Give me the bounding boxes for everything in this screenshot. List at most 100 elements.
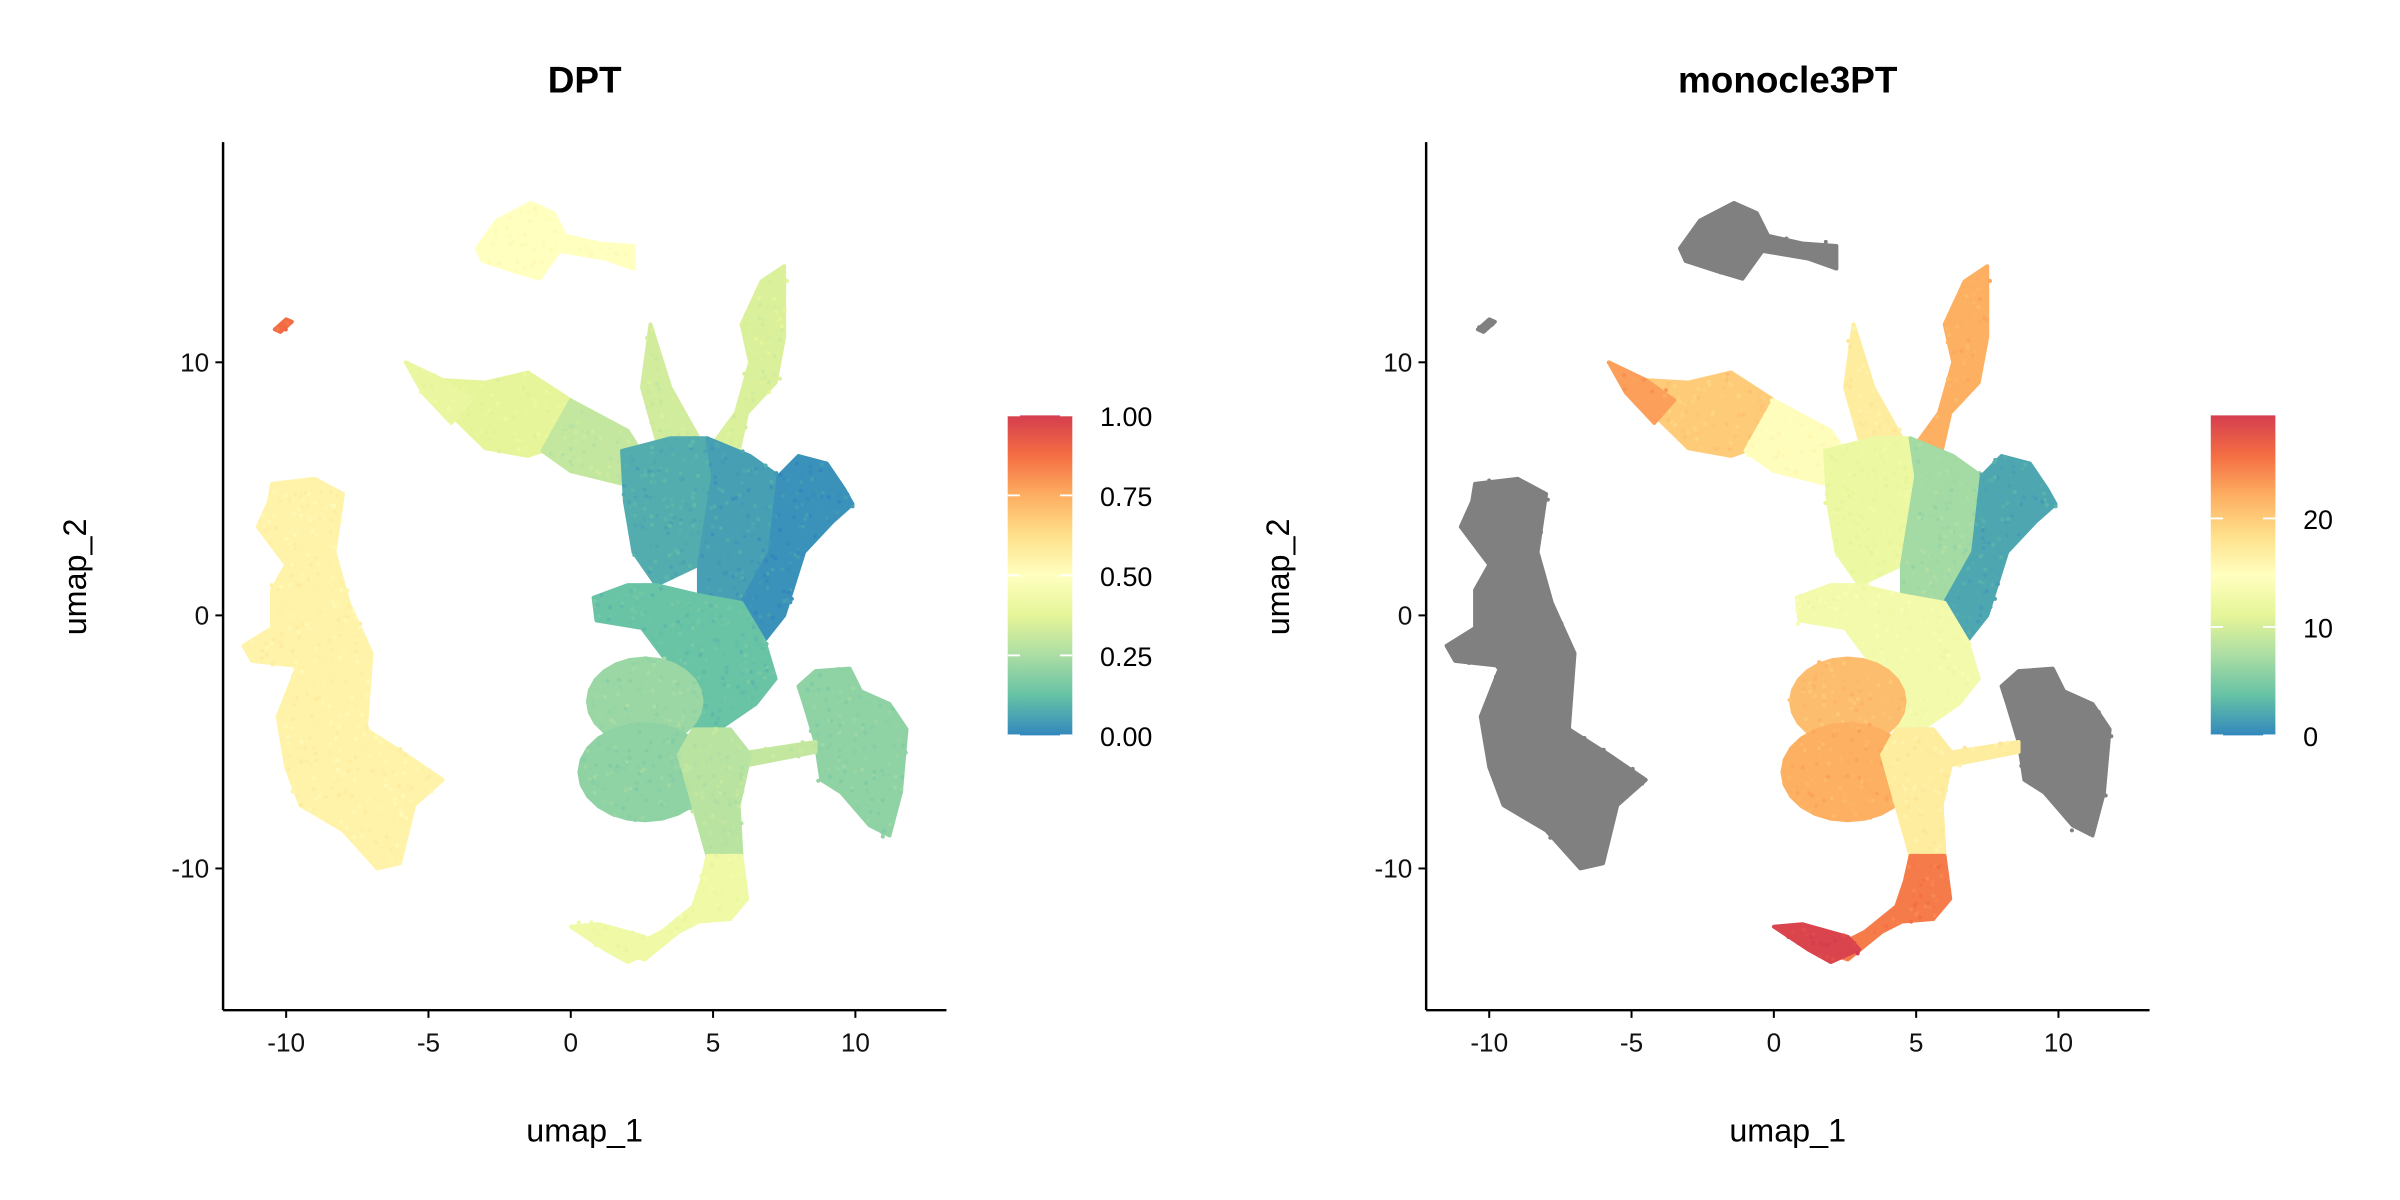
cell-point bbox=[1498, 702, 1503, 707]
x-tick-label: 10 bbox=[2044, 1028, 2073, 1058]
cell-point bbox=[1905, 576, 1910, 581]
cell-point bbox=[331, 652, 336, 657]
cell-point bbox=[737, 745, 742, 750]
cell-point bbox=[723, 695, 728, 700]
cell-point bbox=[1593, 834, 1598, 839]
cell-point bbox=[1865, 545, 1870, 550]
cell-point bbox=[1966, 566, 1971, 571]
cell-point bbox=[1869, 930, 1874, 935]
cell-point bbox=[587, 776, 592, 781]
cell-point bbox=[293, 546, 298, 551]
cell-point bbox=[1998, 550, 2003, 555]
cell-point bbox=[291, 542, 296, 547]
x-tick-label: -5 bbox=[417, 1028, 440, 1058]
cell-point bbox=[779, 607, 784, 612]
cell-point bbox=[1844, 387, 1849, 392]
cell-point bbox=[772, 296, 777, 301]
cell-point bbox=[2086, 757, 2091, 762]
cell-point bbox=[1496, 771, 1501, 776]
cell-point bbox=[343, 608, 348, 613]
panel-title: DPT bbox=[548, 59, 622, 100]
cell-point bbox=[1822, 798, 1827, 803]
cell-point bbox=[1520, 486, 1525, 491]
cell-point bbox=[1917, 442, 1922, 447]
cell-point bbox=[653, 559, 658, 564]
cell-point bbox=[1552, 657, 1557, 662]
cell-point bbox=[1539, 589, 1544, 594]
cell-point bbox=[1956, 595, 1961, 600]
cell-point bbox=[1904, 560, 1909, 565]
cell-point bbox=[626, 500, 631, 505]
cell-point bbox=[684, 503, 689, 508]
cell-point bbox=[748, 534, 753, 539]
cell-point bbox=[269, 641, 274, 646]
cell-point bbox=[824, 728, 829, 733]
cell-point bbox=[345, 588, 350, 593]
cell-point bbox=[647, 469, 652, 474]
cell-point bbox=[1851, 501, 1856, 506]
cell-point bbox=[1781, 453, 1786, 458]
cell-point bbox=[735, 836, 740, 841]
cell-point bbox=[1872, 430, 1877, 435]
cell-point bbox=[306, 686, 311, 691]
cell-point bbox=[678, 477, 683, 482]
cell-point bbox=[834, 755, 839, 760]
cell-point bbox=[298, 518, 303, 523]
cell-point bbox=[614, 767, 619, 772]
cell-point bbox=[1927, 473, 1932, 478]
cell-point bbox=[692, 518, 697, 523]
cell-point bbox=[696, 620, 701, 625]
cell-point bbox=[688, 443, 693, 448]
cell-point bbox=[607, 421, 612, 426]
cell-point bbox=[709, 756, 714, 761]
cell-point bbox=[808, 464, 813, 469]
cell-point bbox=[1537, 766, 1542, 771]
cell-point bbox=[1536, 581, 1541, 586]
cell-point bbox=[397, 758, 402, 763]
cell-point bbox=[2051, 673, 2056, 678]
cell-point bbox=[362, 775, 367, 780]
cell-point bbox=[1908, 907, 1913, 912]
cell-point bbox=[642, 468, 647, 473]
cell-point bbox=[1833, 607, 1838, 612]
cell-point bbox=[289, 595, 294, 600]
cell-point bbox=[1948, 470, 1953, 475]
cell-point bbox=[725, 538, 730, 543]
cell-point bbox=[1717, 216, 1722, 221]
cell-point bbox=[761, 369, 766, 374]
cluster-left_island bbox=[241, 476, 445, 871]
cell-point bbox=[1943, 782, 1948, 787]
cell-point bbox=[764, 306, 769, 311]
cell-point bbox=[1885, 658, 1890, 663]
cell-point bbox=[1717, 435, 1722, 440]
cell-point bbox=[1936, 560, 1941, 565]
cell-point bbox=[718, 505, 723, 510]
cell-point bbox=[289, 563, 294, 568]
cell-point bbox=[1865, 739, 1870, 744]
cell-point bbox=[324, 648, 329, 653]
cell-point bbox=[1818, 941, 1823, 946]
cell-point bbox=[1589, 859, 1594, 864]
cell-point bbox=[668, 773, 673, 778]
cell-point bbox=[1823, 778, 1828, 783]
cell-point bbox=[663, 717, 668, 722]
cell-point bbox=[1863, 525, 1868, 530]
cell-point bbox=[2076, 752, 2081, 757]
cell-point bbox=[837, 747, 842, 752]
cell-point bbox=[1867, 505, 1872, 510]
cell-point bbox=[1835, 683, 1840, 688]
cell-point bbox=[1871, 704, 1876, 709]
cell-point bbox=[543, 400, 548, 405]
cell-point bbox=[711, 731, 716, 736]
cell-point bbox=[1724, 236, 1729, 241]
cell-point bbox=[1862, 586, 1867, 591]
cell-point bbox=[1971, 512, 1976, 517]
cell-point bbox=[1808, 735, 1813, 740]
cell-point bbox=[688, 520, 693, 525]
cell-point bbox=[343, 790, 348, 795]
cell-point bbox=[1575, 740, 1580, 745]
cell-point bbox=[1862, 640, 1867, 645]
cell-point bbox=[290, 673, 295, 678]
cell-point bbox=[1863, 746, 1868, 751]
cell-point bbox=[679, 747, 684, 752]
